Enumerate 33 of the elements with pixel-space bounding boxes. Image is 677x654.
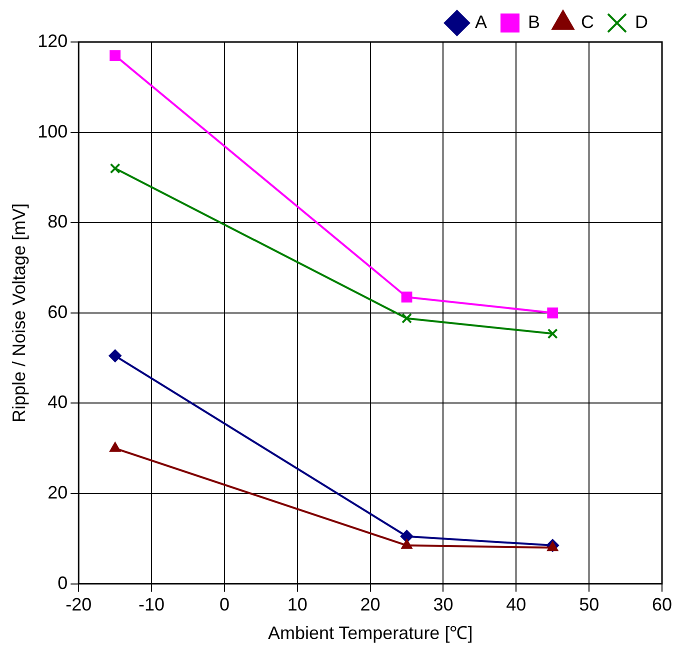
y-tick-label: 100	[38, 121, 68, 142]
x-axis-title: Ambient Temperature [℃]	[268, 623, 473, 644]
legend-label: B	[528, 12, 540, 32]
point	[110, 50, 121, 61]
point	[401, 538, 412, 549]
x-tick-label: 0	[219, 594, 230, 615]
y-tick-label: 120	[38, 30, 68, 51]
point	[547, 307, 558, 318]
x-tick-label: -10	[138, 594, 165, 615]
y-tick-label: 20	[48, 482, 68, 502]
legend-label: C	[581, 12, 594, 32]
point	[547, 328, 558, 339]
y-tick-label: 60	[48, 302, 68, 322]
point	[546, 541, 558, 552]
x-tick-label: 10	[287, 594, 308, 615]
point	[109, 442, 121, 452]
point	[108, 349, 122, 362]
y-axis-title: Ripple / Noise Voltage [mV]	[8, 203, 29, 422]
x-tick-label: 60	[652, 594, 672, 615]
x-tick-label: 30	[433, 594, 454, 615]
y-tick-label: 0	[58, 572, 68, 593]
point	[402, 313, 412, 324]
point	[110, 163, 120, 174]
point	[401, 292, 412, 303]
x-tick-label: 50	[579, 594, 600, 615]
x-tick-label: 20	[360, 594, 380, 615]
x-tick-label: -20	[66, 594, 92, 615]
point	[400, 530, 414, 543]
y-tick-label: 80	[48, 212, 68, 232]
y-tick-label: 40	[48, 392, 68, 412]
legend-label: A	[474, 12, 488, 32]
x-tick-label: 40	[506, 594, 526, 615]
legend-label: D	[635, 12, 648, 32]
